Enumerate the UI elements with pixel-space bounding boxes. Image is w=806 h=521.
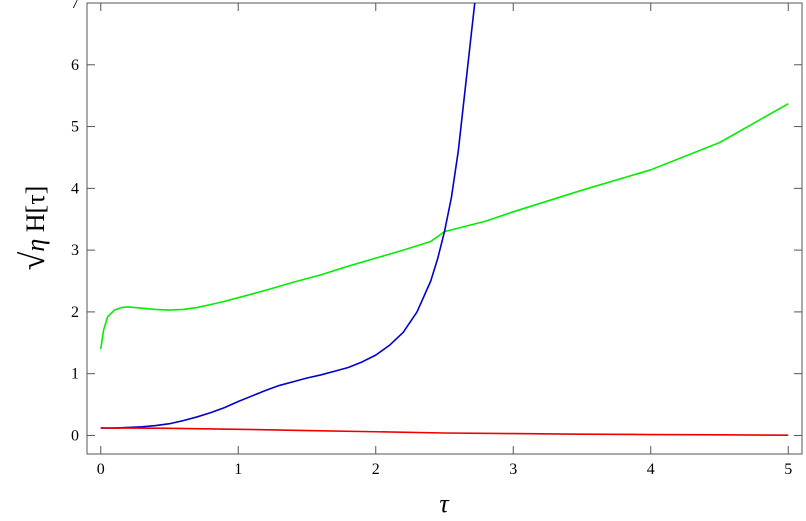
y-tick-label: 1	[71, 366, 79, 383]
y-tick-label: 5	[71, 119, 79, 136]
y-tick-label: 4	[71, 180, 79, 197]
x-tick-label: 4	[647, 461, 655, 478]
y-axis-title-rest: H[τ]	[21, 186, 50, 239]
x-tick-label: 1	[234, 461, 242, 478]
series-line-green	[99, 103, 789, 350]
x-tick-label: 2	[372, 461, 380, 478]
y-tick-label: 3	[71, 242, 79, 259]
y-axis-title-root: √	[15, 251, 52, 270]
y-tick-label: 0	[71, 427, 79, 444]
y-axis-ticks: 0 1 2 3 4 5 6 7	[71, 0, 802, 444]
y-axis-title-radicand: η	[21, 239, 50, 252]
svg-text:√η H[τ]: √η H[τ]	[15, 186, 52, 271]
x-tick-label: 3	[509, 461, 517, 478]
plot-frame	[86, 2, 803, 455]
y-tick-label: 2	[71, 304, 79, 321]
x-tick-label: 5	[784, 461, 792, 478]
series-line-blue	[100, 3, 476, 429]
x-tick-label: 0	[97, 461, 105, 478]
series-line-red	[100, 427, 789, 436]
y-tick-label: 7	[71, 0, 79, 12]
x-axis-ticks: 0 1 2 3 4 5	[97, 3, 792, 478]
x-axis-title: τ	[439, 489, 450, 518]
series-layer	[99, 3, 789, 436]
y-tick-label: 6	[71, 57, 79, 74]
y-axis-title: √η H[τ]	[15, 186, 52, 271]
